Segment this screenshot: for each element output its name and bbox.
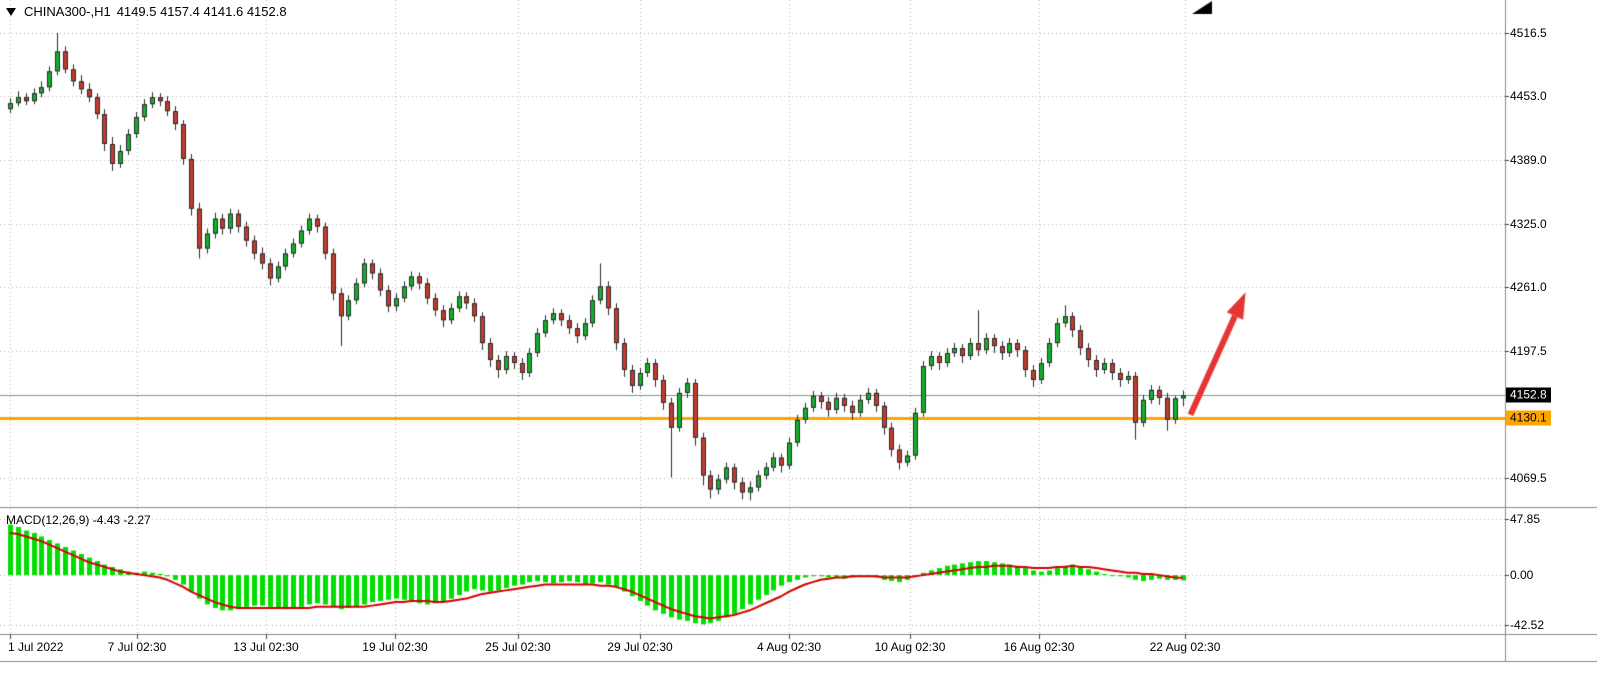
price-tick-label: 4325.0 <box>1510 216 1547 231</box>
ohlc-values: 4149.5 4157.4 4141.6 4152.8 <box>116 4 287 19</box>
time-axis-label: 1 Jul 2022 <box>8 640 64 654</box>
time-axis-label: 10 Aug 02:30 <box>874 640 946 654</box>
symbol-period-label: CHINA300-,H1 <box>24 4 111 19</box>
chart-header: CHINA300-,H1 4149.5 4157.4 4141.6 4152.8 <box>6 4 287 19</box>
time-axis-label: 4 Aug 02:30 <box>756 640 822 654</box>
support-line-price-badge: 4130.1 <box>1506 410 1551 426</box>
price-tick-label: 4069.5 <box>1510 471 1547 485</box>
macd-tick-label: 0.00 <box>1510 568 1534 583</box>
macd-indicator-label: MACD(12,26,9) -4.43 -2.27 <box>6 513 151 527</box>
price-tick-label: 4389.0 <box>1510 152 1547 167</box>
time-axis-label: 29 Jul 02:30 <box>607 640 673 654</box>
price-tick-label: 4453.0 <box>1510 89 1547 104</box>
time-axis-label: 22 Aug 02:30 <box>1149 640 1221 654</box>
time-axis-label: 16 Aug 02:30 <box>1003 640 1075 654</box>
time-axis-label: 19 Jul 02:30 <box>362 640 428 654</box>
symbol-dropdown-icon[interactable] <box>6 7 16 16</box>
price-tick-label: 4197.5 <box>1510 343 1547 358</box>
macd-tick-label: 47.85 <box>1510 512 1541 526</box>
time-axis-label: 13 Jul 02:30 <box>233 640 299 654</box>
time-axis-label: 25 Jul 02:30 <box>485 640 551 654</box>
time-axis-label: 7 Jul 02:30 <box>107 640 167 654</box>
price-tick-label: 4516.5 <box>1510 26 1547 40</box>
price-tick-label: 4261.0 <box>1510 280 1547 295</box>
current-price-badge: 4152.8 <box>1506 387 1551 403</box>
macd-tick-label: -42.52 <box>1510 618 1545 632</box>
